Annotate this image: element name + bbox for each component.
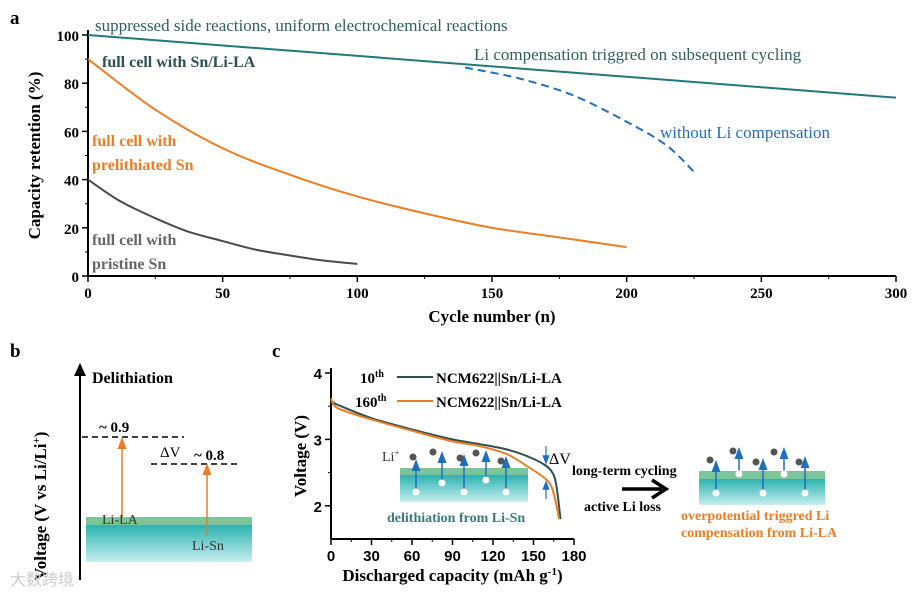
li-sn-layer (86, 525, 252, 562)
li-atom (712, 489, 720, 497)
caption-1: overpotential triggred Li (681, 509, 829, 524)
panel-label-c: c (272, 341, 280, 362)
y-axis-label: Voltage (V) (291, 415, 310, 497)
label-orange-2: prelithiated Sn (92, 157, 194, 174)
x-tick-label: 50 (215, 286, 230, 302)
x-axis-label: Discharged capacity (mAh g-1) (342, 566, 562, 585)
y-tick-label: 20 (64, 222, 79, 238)
x-tick-label: 100 (346, 286, 369, 302)
y-tick-label: 60 (64, 125, 79, 141)
li-ion-label: Li+ (382, 448, 400, 465)
series-line (330, 397, 561, 520)
legend-label-160: NCM622||Sn/Li-LA (436, 395, 562, 411)
li-ion (706, 456, 714, 464)
x-tick-label: 180 (561, 548, 586, 565)
panel-label-a: a (10, 8, 20, 29)
label-orange-1: full cell with (92, 133, 177, 150)
li-ion (729, 447, 737, 455)
x-tick-label: 90 (444, 548, 461, 565)
li-ion (497, 457, 505, 465)
x-tick-label: 120 (480, 548, 505, 565)
right-top-layer (699, 471, 825, 479)
legend-c: 10th NCM622||Sn/Li-LA 160th NCM622||Sn/L… (355, 369, 562, 411)
li-atom (412, 488, 420, 496)
series-line (87, 178, 358, 265)
li-la-layer (86, 517, 252, 525)
label-gray-2: pristine Sn (92, 256, 166, 273)
li-ion (795, 458, 803, 466)
y-tick-label: 80 (64, 77, 79, 93)
label-teal: full cell with Sn/Li-LA (102, 54, 256, 71)
panel-b-ylabel: Voltage (V vs Li/Li+) (31, 432, 50, 580)
li-atom (482, 476, 490, 484)
y-tick-label: 2 (314, 499, 322, 516)
li-ion (752, 458, 760, 466)
arrow-bottom-label: active Li loss (584, 500, 662, 515)
li-atom (801, 489, 809, 497)
li-atom (735, 470, 743, 478)
y-tick-label: 3 (314, 432, 322, 449)
panel-label-b: b (10, 341, 21, 362)
legend-cycle-160: 160th (355, 393, 387, 411)
x-tick-label: 0 (327, 548, 335, 565)
x-tick-label: 0 (84, 286, 92, 302)
li-atom (759, 489, 767, 497)
li-atom (438, 479, 446, 487)
annotation-top: suppressed side reactions, uniform elect… (95, 16, 508, 35)
y-axis-label: Capacity retention (%) (25, 72, 44, 240)
series-line (330, 400, 562, 520)
watermark: 大数跨境 (10, 570, 74, 589)
annotation-comp: Li compensation triggred on subsequent c… (474, 45, 802, 64)
series-line (87, 58, 627, 249)
delta-v-c: ΔV (549, 451, 571, 468)
x-tick-label: 150 (521, 548, 546, 565)
value-0.9: ~ 0.9 (99, 420, 129, 436)
series-line (87, 34, 897, 99)
li-ion (409, 453, 417, 461)
li-atom (780, 470, 788, 478)
inset-c: Li+ delithiation from Li-Sn (382, 448, 528, 526)
li-ion (429, 448, 437, 456)
legend-cycle-10: 10th (360, 369, 384, 387)
inset-caption: delithiation from Li-Sn (387, 511, 525, 526)
x-tick-label: 150 (481, 286, 504, 302)
x-tick-label: 200 (615, 286, 638, 302)
arrow-head-icon (651, 478, 670, 500)
y-tick-label: 0 (72, 270, 80, 286)
axis-arrow-icon (74, 363, 86, 376)
x-tick-label: 300 (885, 286, 908, 302)
label-gray-1: full cell with (92, 232, 177, 249)
delithiation-label: Delithiation (92, 370, 173, 387)
chart-c: 0 30 60 90 120 150 180 2 3 4 Discharged capacity (… (291, 366, 587, 585)
legend-label-10: NCM622||Sn/Li-LA (436, 371, 562, 387)
li-atom (502, 488, 510, 496)
series-line (464, 66, 698, 176)
caption-2: compensation from Li-LA (681, 526, 838, 541)
delta-v-b: ΔV (160, 445, 181, 461)
li-atom (460, 488, 468, 496)
x-tick-label: 30 (363, 548, 380, 565)
x-tick-label: 250 (750, 286, 773, 302)
li-ion (770, 448, 778, 456)
li-ion (472, 449, 480, 457)
y-tick-label: 4 (314, 366, 323, 383)
li-la-label: Li-LA (102, 513, 139, 528)
y-tick-label: 40 (64, 174, 79, 190)
x-axis-label: Cycle number (n) (428, 307, 555, 326)
y-tick-label: 100 (57, 29, 80, 45)
x-tick-label: 60 (404, 548, 421, 565)
value-0.8: ~ 0.8 (194, 448, 224, 464)
annotation-without: without Li compensation (660, 123, 830, 142)
chart-a: 0 50 100 150 200 250 300 0 20 40 60 80 100 Cycle numb… (25, 29, 907, 326)
arrow-top-label: long-term cycling (572, 464, 677, 479)
li-ion (456, 454, 464, 462)
li-sn-label: Li-Sn (192, 539, 224, 554)
